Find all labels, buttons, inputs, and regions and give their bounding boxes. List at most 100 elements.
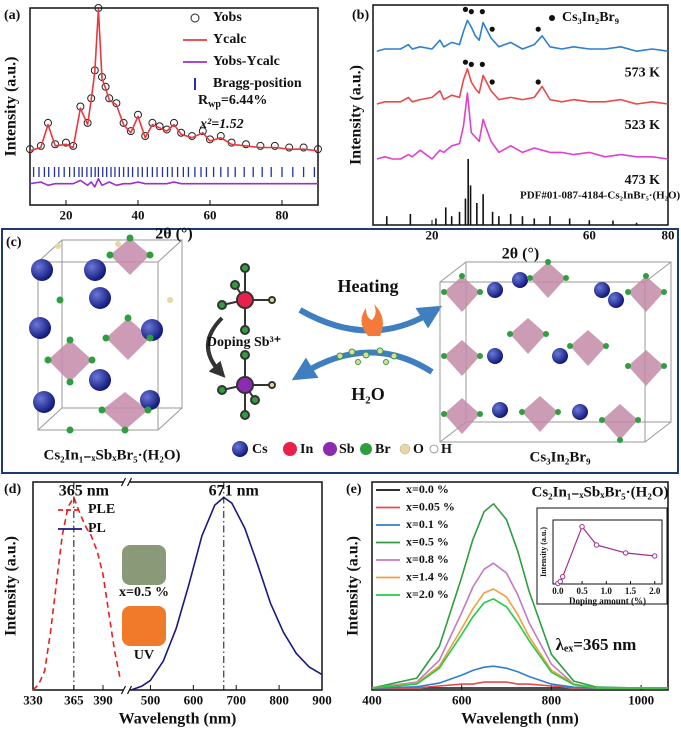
plot-frame: [371, 481, 669, 691]
data-point: [314, 145, 322, 154]
atom-legend-label: Sb: [339, 442, 355, 457]
x-tick-label: 330: [23, 693, 43, 708]
molecule-in: [217, 263, 276, 335]
legend-label: x=0.8 %: [406, 552, 449, 566]
legend-label: Cs₃In₂Br₉: [562, 10, 619, 25]
reference-bar: [509, 214, 512, 225]
reference-bar: [498, 216, 500, 225]
data-line: [371, 665, 668, 689]
y-axis-label: Intensity (a.u.): [3, 536, 20, 636]
reference-bar: [521, 216, 524, 225]
data-line: [376, 19, 669, 52]
legend-label: x=0.05 %: [406, 499, 455, 513]
y-axis-label: Intensity (a.u.): [539, 527, 548, 577]
x-axis-label: 2θ (°): [155, 226, 192, 243]
x-tick-label: 900: [312, 693, 332, 708]
data-point: [62, 138, 70, 147]
photo-label: x=0.5 %: [119, 585, 169, 600]
x-tick-label: 60: [204, 208, 217, 223]
data-point: [170, 118, 178, 127]
fit-statistic: x²=1.52: [199, 117, 244, 132]
legend-label: x=0.5 %: [406, 534, 449, 548]
legend-label: x=2.0 %: [406, 587, 449, 601]
heating-label: Heating: [338, 276, 399, 296]
data-line: [376, 68, 669, 105]
data-point: [579, 524, 585, 530]
peak-marker: [489, 26, 495, 32]
water-molecules: [336, 347, 398, 365]
reference-bar: [476, 203, 478, 225]
molecule-sb: [217, 350, 276, 420]
atom-legend-label: O: [413, 442, 424, 457]
x-axis-label: Wavelength (nm): [461, 711, 579, 728]
panel-label: (e): [346, 482, 362, 497]
peak-marker: [479, 61, 485, 67]
sample-photo: [122, 606, 166, 646]
legend-label: Bragg-position: [213, 76, 302, 91]
reference-bar: [450, 216, 453, 225]
x-tick-label: 80: [662, 228, 675, 243]
x-tick-label: 20: [426, 228, 439, 243]
inset-frame: [536, 507, 668, 605]
x-tick-label: 20: [60, 208, 73, 223]
x-tick-label: 40: [132, 208, 145, 223]
reference-bar: [464, 198, 467, 225]
data-point: [652, 553, 658, 559]
plot-frame: [32, 481, 323, 691]
atom-legend-label: H: [441, 442, 452, 457]
data-line: [29, 177, 318, 188]
peak-marker: [462, 59, 469, 65]
peak-marker: [468, 9, 474, 15]
x-tick-label: 600: [452, 693, 472, 708]
reference-bar: [612, 220, 614, 225]
x-axis-label: 2θ (°): [502, 246, 539, 263]
x-tick-label: 390: [93, 693, 113, 708]
data-point: [622, 550, 629, 556]
y-axis-label: Intensity (a.u.): [348, 65, 365, 165]
data-point: [299, 143, 308, 152]
data-point: [105, 94, 114, 103]
data-point: [141, 132, 150, 141]
reference-bar: [458, 211, 461, 225]
structure-label: Cs₂In₁₋ₓSbₓBr₅·(H₂O): [43, 447, 180, 463]
x-tick-label: 600: [184, 693, 204, 708]
panel-label: (d): [4, 482, 21, 497]
x-tick-label: 800: [542, 693, 562, 708]
data-point: [270, 141, 279, 150]
legend-label: x=0.0 %: [406, 482, 449, 496]
reference-bar: [467, 159, 469, 225]
x-tick-label: 1.0: [601, 586, 613, 596]
fit-statistic-part: =6.44%: [221, 93, 267, 108]
axis-break: [123, 479, 130, 485]
data-point: [593, 542, 600, 548]
legend-label: PLE: [88, 502, 115, 517]
trace-label: 573 K: [625, 65, 661, 80]
plot-frame: [29, 7, 319, 206]
x-tick-label: 700: [226, 693, 246, 708]
data-point: [51, 140, 60, 149]
peak-label: 671 nm: [209, 483, 260, 500]
data-point: [216, 132, 225, 141]
x-tick-label: 60: [583, 228, 596, 243]
peak-marker: [479, 9, 485, 15]
data-point: [36, 141, 45, 150]
reference-bar: [635, 222, 638, 225]
atom-legend-label: In: [300, 442, 313, 457]
x-tick-label: 365: [64, 693, 84, 708]
data-line: [32, 496, 122, 691]
panel-label: (a): [4, 8, 21, 23]
x-tick-label: 80: [276, 208, 289, 223]
panel-frame: [1, 228, 679, 474]
peak-marker: [462, 6, 469, 12]
panel-label: (b): [352, 8, 369, 23]
trace-label: 523 K: [625, 118, 661, 133]
atom-legend-label: Cs: [252, 442, 268, 457]
axis-break-mark: [126, 685, 133, 695]
axis-break: [123, 687, 130, 693]
data-point: [256, 141, 265, 150]
data-point: [557, 578, 563, 585]
axis-break-mark: [126, 477, 133, 487]
fit-statistic: Rwp=6.44%: [198, 93, 267, 110]
x-tick-label: 500: [141, 693, 161, 708]
sample-photo: [122, 545, 166, 585]
